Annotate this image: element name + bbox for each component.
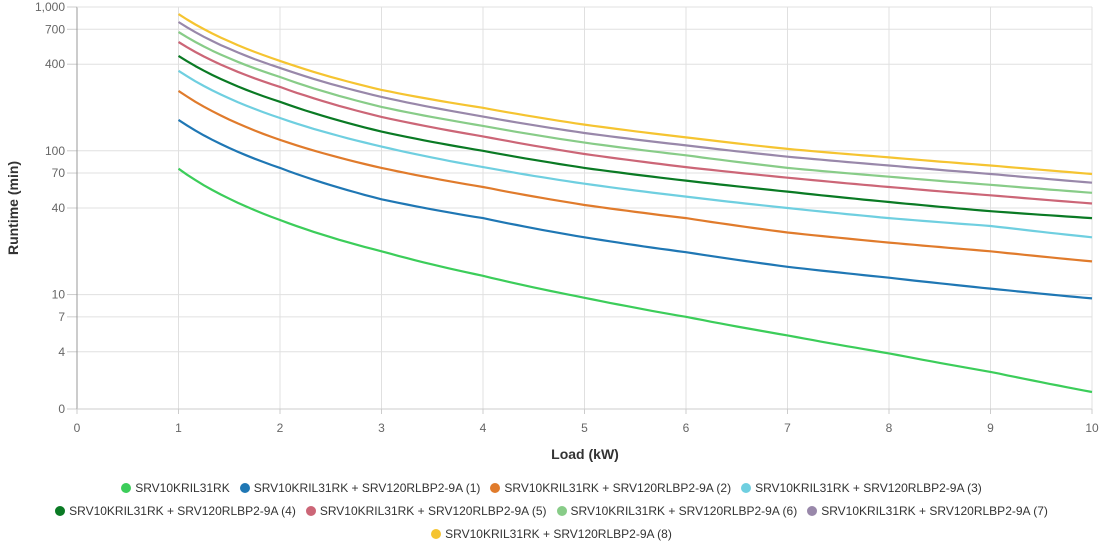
y-tick-label: 40 — [52, 201, 66, 215]
series-line-7[interactable] — [177, 21, 1093, 184]
y-axis-title: Runtime (min) — [5, 161, 21, 255]
series-line-2[interactable] — [177, 89, 1093, 263]
legend-marker-icon — [431, 528, 442, 539]
series-line-8[interactable] — [177, 13, 1093, 176]
x-tick-label: 0 — [74, 421, 81, 435]
legend-label: SRV10KRIL31RK + SRV120RLBP2-9A (1) — [253, 480, 481, 495]
x-axis-title: Load (kW) — [551, 446, 619, 462]
legend-marker-icon — [556, 505, 567, 516]
x-tick-label: 4 — [480, 421, 487, 435]
legend-label: SRV10KRIL31RK + SRV120RLBP2-9A (5) — [319, 503, 547, 518]
series-line-6[interactable] — [177, 31, 1093, 194]
legend-label: SRV10KRIL31RK + SRV120RLBP2-9A (3) — [755, 480, 982, 495]
x-tick-label: 5 — [581, 421, 588, 435]
legend-label: SRV10KRIL31RK + SRV120RLBP2-9A (4) — [69, 503, 296, 518]
x-tick-label: 8 — [886, 421, 893, 435]
y-tick-label: 1,000 — [35, 0, 65, 14]
legend: SRV10KRIL31RK SRV10KRIL31RK + SRV120RLBP2… — [0, 476, 1103, 545]
y-tick-label: 4 — [58, 345, 65, 359]
x-tick-label: 3 — [378, 421, 385, 435]
y-tick-label: 700 — [45, 22, 65, 36]
legend-item[interactable]: SRV10KRIL31RK + SRV120RLBP2-9A (3) — [741, 481, 982, 495]
y-tick-label: 100 — [45, 144, 65, 158]
legend-label: SRV10KRIL31RK — [135, 480, 230, 495]
legend-item[interactable]: SRV10KRIL31RK + SRV120RLBP2-9A (6) — [556, 503, 798, 518]
legend-item[interactable]: SRV10KRIL31RK — [121, 481, 230, 495]
series-line-0[interactable] — [177, 167, 1093, 394]
legend-marker-icon — [741, 482, 752, 493]
legend-label: SRV10KRIL31RK + SRV120RLBP2-9A (6) — [570, 503, 798, 518]
y-tick-label: 400 — [45, 57, 65, 71]
legend-marker-icon — [239, 482, 250, 493]
y-tick-label: 70 — [52, 166, 66, 180]
legend-item[interactable]: SRV10KRIL31RK + SRV120RLBP2-9A (5) — [305, 503, 547, 518]
legend-row: SRV10KRIL31RK SRV10KRIL31RK + SRV120RLBP2… — [0, 476, 1103, 499]
x-tick-label: 10 — [1085, 421, 1099, 435]
legend-row: SRV10KRIL31RK + SRV120RLBP2-9A (4) SRV10K… — [0, 499, 1103, 522]
legend-marker-icon — [305, 505, 316, 516]
x-tick-label: 7 — [784, 421, 791, 435]
legend-item[interactable]: SRV10KRIL31RK + SRV120RLBP2-9A (1) — [239, 480, 481, 495]
legend-marker-icon — [121, 482, 132, 493]
legend-row: SRV10KRIL31RK + SRV120RLBP2-9A (8) — [0, 522, 1103, 545]
series-line-4[interactable] — [177, 54, 1093, 220]
legend-label: SRV10KRIL31RK + SRV120RLBP2-9A (7) — [821, 503, 1048, 518]
series-lines — [177, 13, 1093, 394]
x-tick-label: 6 — [683, 421, 690, 435]
y-tick-label: 7 — [58, 310, 65, 324]
series-line-3[interactable] — [177, 69, 1093, 239]
series-line-1[interactable] — [177, 118, 1093, 300]
legend-marker-icon — [55, 505, 66, 516]
series-line-5[interactable] — [177, 41, 1093, 205]
legend-item[interactable]: SRV10KRIL31RK + SRV120RLBP2-9A (7) — [807, 504, 1048, 518]
y-tick-label: 0 — [58, 402, 65, 416]
legend-item[interactable]: SRV10KRIL31RK + SRV120RLBP2-9A (8) — [431, 527, 672, 541]
legend-item[interactable]: SRV10KRIL31RK + SRV120RLBP2-9A (4) — [55, 504, 296, 518]
legend-marker-icon — [807, 505, 818, 516]
y-tick-label: 10 — [52, 288, 66, 302]
x-tick-label: 2 — [277, 421, 284, 435]
x-tick-label: 1 — [175, 421, 182, 435]
x-tick-label: 9 — [987, 421, 994, 435]
legend-marker-icon — [490, 482, 501, 493]
legend-item[interactable]: SRV10KRIL31RK + SRV120RLBP2-9A (2) — [490, 481, 731, 495]
legend-label: SRV10KRIL31RK + SRV120RLBP2-9A (8) — [445, 526, 672, 541]
legend-label: SRV10KRIL31RK + SRV120RLBP2-9A (2) — [504, 480, 732, 495]
